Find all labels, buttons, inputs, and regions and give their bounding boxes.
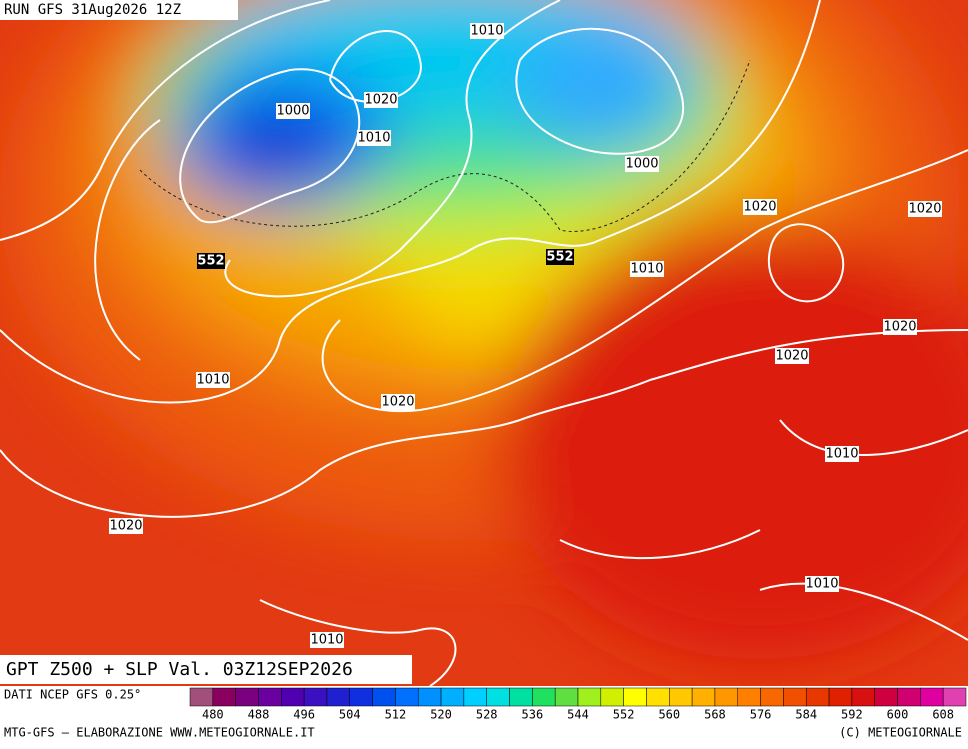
colorbar-swatch bbox=[760, 687, 784, 707]
isobar-label-box bbox=[196, 372, 230, 388]
colorbar-swatch bbox=[532, 687, 556, 707]
colorbar-swatch bbox=[189, 687, 214, 707]
colorbar-swatch bbox=[805, 687, 830, 707]
colorbar-label: 576 bbox=[750, 708, 772, 722]
height-label: 552 bbox=[546, 250, 573, 265]
footer-right: (C) METEOGIORNALE bbox=[839, 726, 962, 740]
colorbar-label: 560 bbox=[658, 708, 680, 722]
colorbar-swatch bbox=[577, 687, 602, 707]
colorbar-label: 608 bbox=[932, 708, 954, 722]
isobar-label: 1020 bbox=[364, 93, 397, 108]
colorbar-label: 480 bbox=[202, 708, 224, 722]
colorbar-swatch bbox=[714, 687, 739, 707]
isobar-label: 1010 bbox=[630, 262, 663, 277]
field bbox=[0, 0, 968, 686]
colorbar-swatch bbox=[440, 687, 465, 707]
map-title: GPT Z500 + SLP Val. 03Z12SEP2026 bbox=[6, 659, 353, 680]
height-label: 552 bbox=[197, 254, 224, 269]
colorbar-swatch bbox=[212, 687, 236, 707]
colorbar-label: 536 bbox=[522, 708, 544, 722]
isobar-label-box bbox=[381, 394, 415, 410]
isobar-label: 1020 bbox=[109, 519, 142, 534]
height-label-box bbox=[546, 249, 574, 265]
colorbar-swatch bbox=[486, 687, 510, 707]
colorbar-label: 528 bbox=[476, 708, 498, 722]
isobar-label-box bbox=[908, 201, 942, 217]
colorbar-swatch bbox=[737, 687, 761, 707]
colorbar-swatch bbox=[691, 687, 716, 707]
colorbar-swatch bbox=[783, 687, 807, 707]
isobar-label-box bbox=[825, 446, 859, 462]
colorbar-label: 520 bbox=[430, 708, 452, 722]
colorbar-swatch bbox=[372, 687, 396, 707]
colorbar-swatch bbox=[326, 687, 351, 707]
colorbar-swatch bbox=[303, 687, 328, 707]
isobar-label: 1020 bbox=[381, 395, 414, 410]
isobar-label: 1010 bbox=[470, 24, 503, 39]
isobar-label-box bbox=[470, 23, 504, 39]
colorbar-label: 592 bbox=[841, 708, 863, 722]
colorbar-swatch bbox=[623, 687, 647, 707]
colorbar-label: 504 bbox=[339, 708, 361, 722]
colorbar-label: 512 bbox=[385, 708, 407, 722]
colorbar-swatch bbox=[463, 687, 487, 707]
colorbar-swatch bbox=[349, 687, 373, 707]
colorbar-label: 544 bbox=[567, 708, 589, 722]
isobar-label-box bbox=[805, 576, 839, 592]
colorbar-label: 488 bbox=[248, 708, 270, 722]
isobar-label-box bbox=[743, 199, 777, 215]
colorbar-label: 600 bbox=[887, 708, 909, 722]
colorbar-swatch bbox=[554, 687, 579, 707]
isobar-label: 1010 bbox=[357, 131, 390, 146]
isobar-label-box bbox=[310, 632, 344, 648]
colorbar-swatch bbox=[874, 687, 898, 707]
colorbar-swatch bbox=[828, 687, 853, 707]
isobar-label-box bbox=[775, 348, 809, 364]
colorbar-swatch bbox=[235, 687, 259, 707]
isobar-label-box bbox=[276, 103, 310, 119]
isobar-label-box bbox=[109, 518, 143, 534]
isobar-label: 1020 bbox=[883, 320, 916, 335]
height-label-box bbox=[197, 253, 225, 269]
isobar-label: 1010 bbox=[805, 577, 838, 592]
colorbar-label: 584 bbox=[795, 708, 817, 722]
isobar-label: 1010 bbox=[825, 447, 858, 462]
title-box bbox=[0, 655, 412, 684]
colorbar-label: 568 bbox=[704, 708, 726, 722]
colorbar-swatch bbox=[395, 687, 419, 707]
isobar-label-box bbox=[630, 261, 664, 277]
isobar-label: 1020 bbox=[743, 200, 776, 215]
isobar-label-box bbox=[357, 130, 391, 146]
isobar-label: 1010 bbox=[196, 373, 229, 388]
colorbar-swatch bbox=[942, 687, 967, 707]
isobar-label-box bbox=[883, 319, 917, 335]
colorbar-swatch bbox=[600, 687, 624, 707]
isobar-label: 1020 bbox=[908, 202, 941, 217]
isobar-label-box bbox=[625, 156, 659, 172]
colorbar-label: 552 bbox=[613, 708, 635, 722]
colorbar-swatch bbox=[258, 687, 282, 707]
source-label: DATI NCEP GFS 0.25° bbox=[4, 688, 141, 702]
isobar-label-box bbox=[364, 92, 398, 108]
colorbar-swatch bbox=[897, 687, 921, 707]
colorbar-swatch bbox=[417, 687, 442, 707]
colorbar-swatch bbox=[851, 687, 875, 707]
run-label: RUN GFS 31Aug2026 12Z bbox=[4, 2, 181, 18]
isobar-label: 1020 bbox=[775, 349, 808, 364]
run-box bbox=[0, 0, 238, 20]
colorbar-swatch bbox=[920, 687, 944, 707]
colorbar-swatch bbox=[669, 687, 693, 707]
colorbar-label: 496 bbox=[293, 708, 315, 722]
colorbar-swatch bbox=[509, 687, 533, 707]
colorbar-swatch bbox=[646, 687, 670, 707]
isobar-label: 1010 bbox=[310, 633, 343, 648]
isobar-label: 1000 bbox=[625, 157, 658, 172]
footer-left: MTG-GFS — ELABORAZIONE WWW.METEOGIORNALE… bbox=[4, 726, 315, 740]
colorbar-swatch bbox=[281, 687, 305, 707]
isobar-label: 1000 bbox=[276, 104, 309, 119]
